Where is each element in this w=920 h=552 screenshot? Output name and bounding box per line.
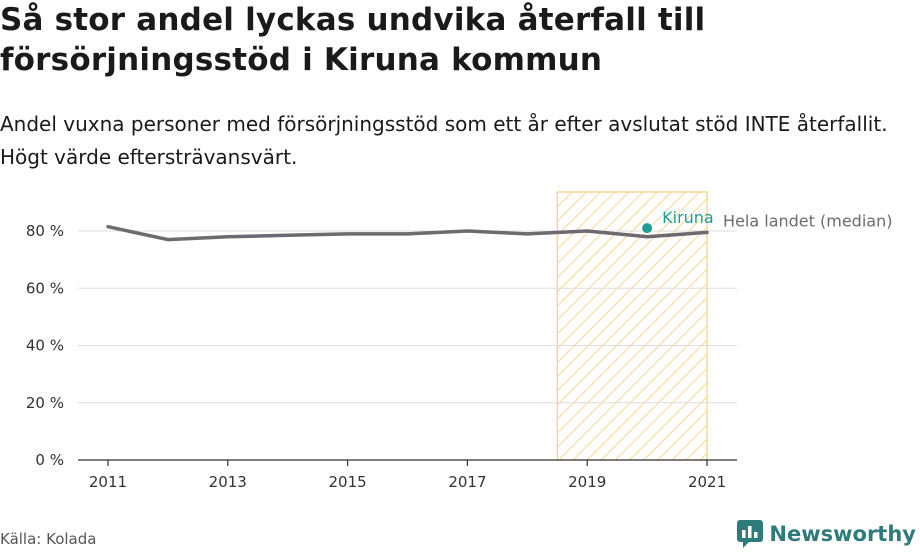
y-tick-label: 40 % (26, 337, 64, 355)
y-tick-label: 0 % (35, 451, 64, 469)
x-tick-label: 2021 (688, 473, 726, 491)
x-tick-label: 2011 (89, 473, 127, 491)
x-tick-label: 2015 (328, 473, 366, 491)
x-tick-label: 2019 (568, 473, 606, 491)
x-tick-label: 2017 (448, 473, 486, 491)
source-note: Källa: Kolada (0, 530, 97, 548)
newsworthy-logo-icon (737, 520, 764, 548)
brand-logo: Newsworthy (737, 518, 916, 550)
line-chart: 0 % 20 % 40 % 60 % 80 % 2011 2013 2015 2017 2019… (26, 191, 892, 491)
series-line-median (106, 224, 709, 242)
series-label-median: Hela landet (median) (723, 211, 892, 230)
series-label-kiruna: Kiruna (662, 208, 714, 227)
series-point-kiruna (642, 223, 653, 234)
page-title: Så stor andel lyckas undvika återfall ti… (0, 2, 706, 78)
y-tick-label: 20 % (26, 394, 64, 412)
y-tick-label: 80 % (26, 222, 64, 240)
y-tick-label: 60 % (26, 279, 64, 297)
chart-subtitle: Andel vuxna personer med försörjningsstö… (0, 112, 888, 169)
brand-name: Newsworthy (769, 522, 916, 546)
x-tick-label: 2013 (209, 473, 247, 491)
